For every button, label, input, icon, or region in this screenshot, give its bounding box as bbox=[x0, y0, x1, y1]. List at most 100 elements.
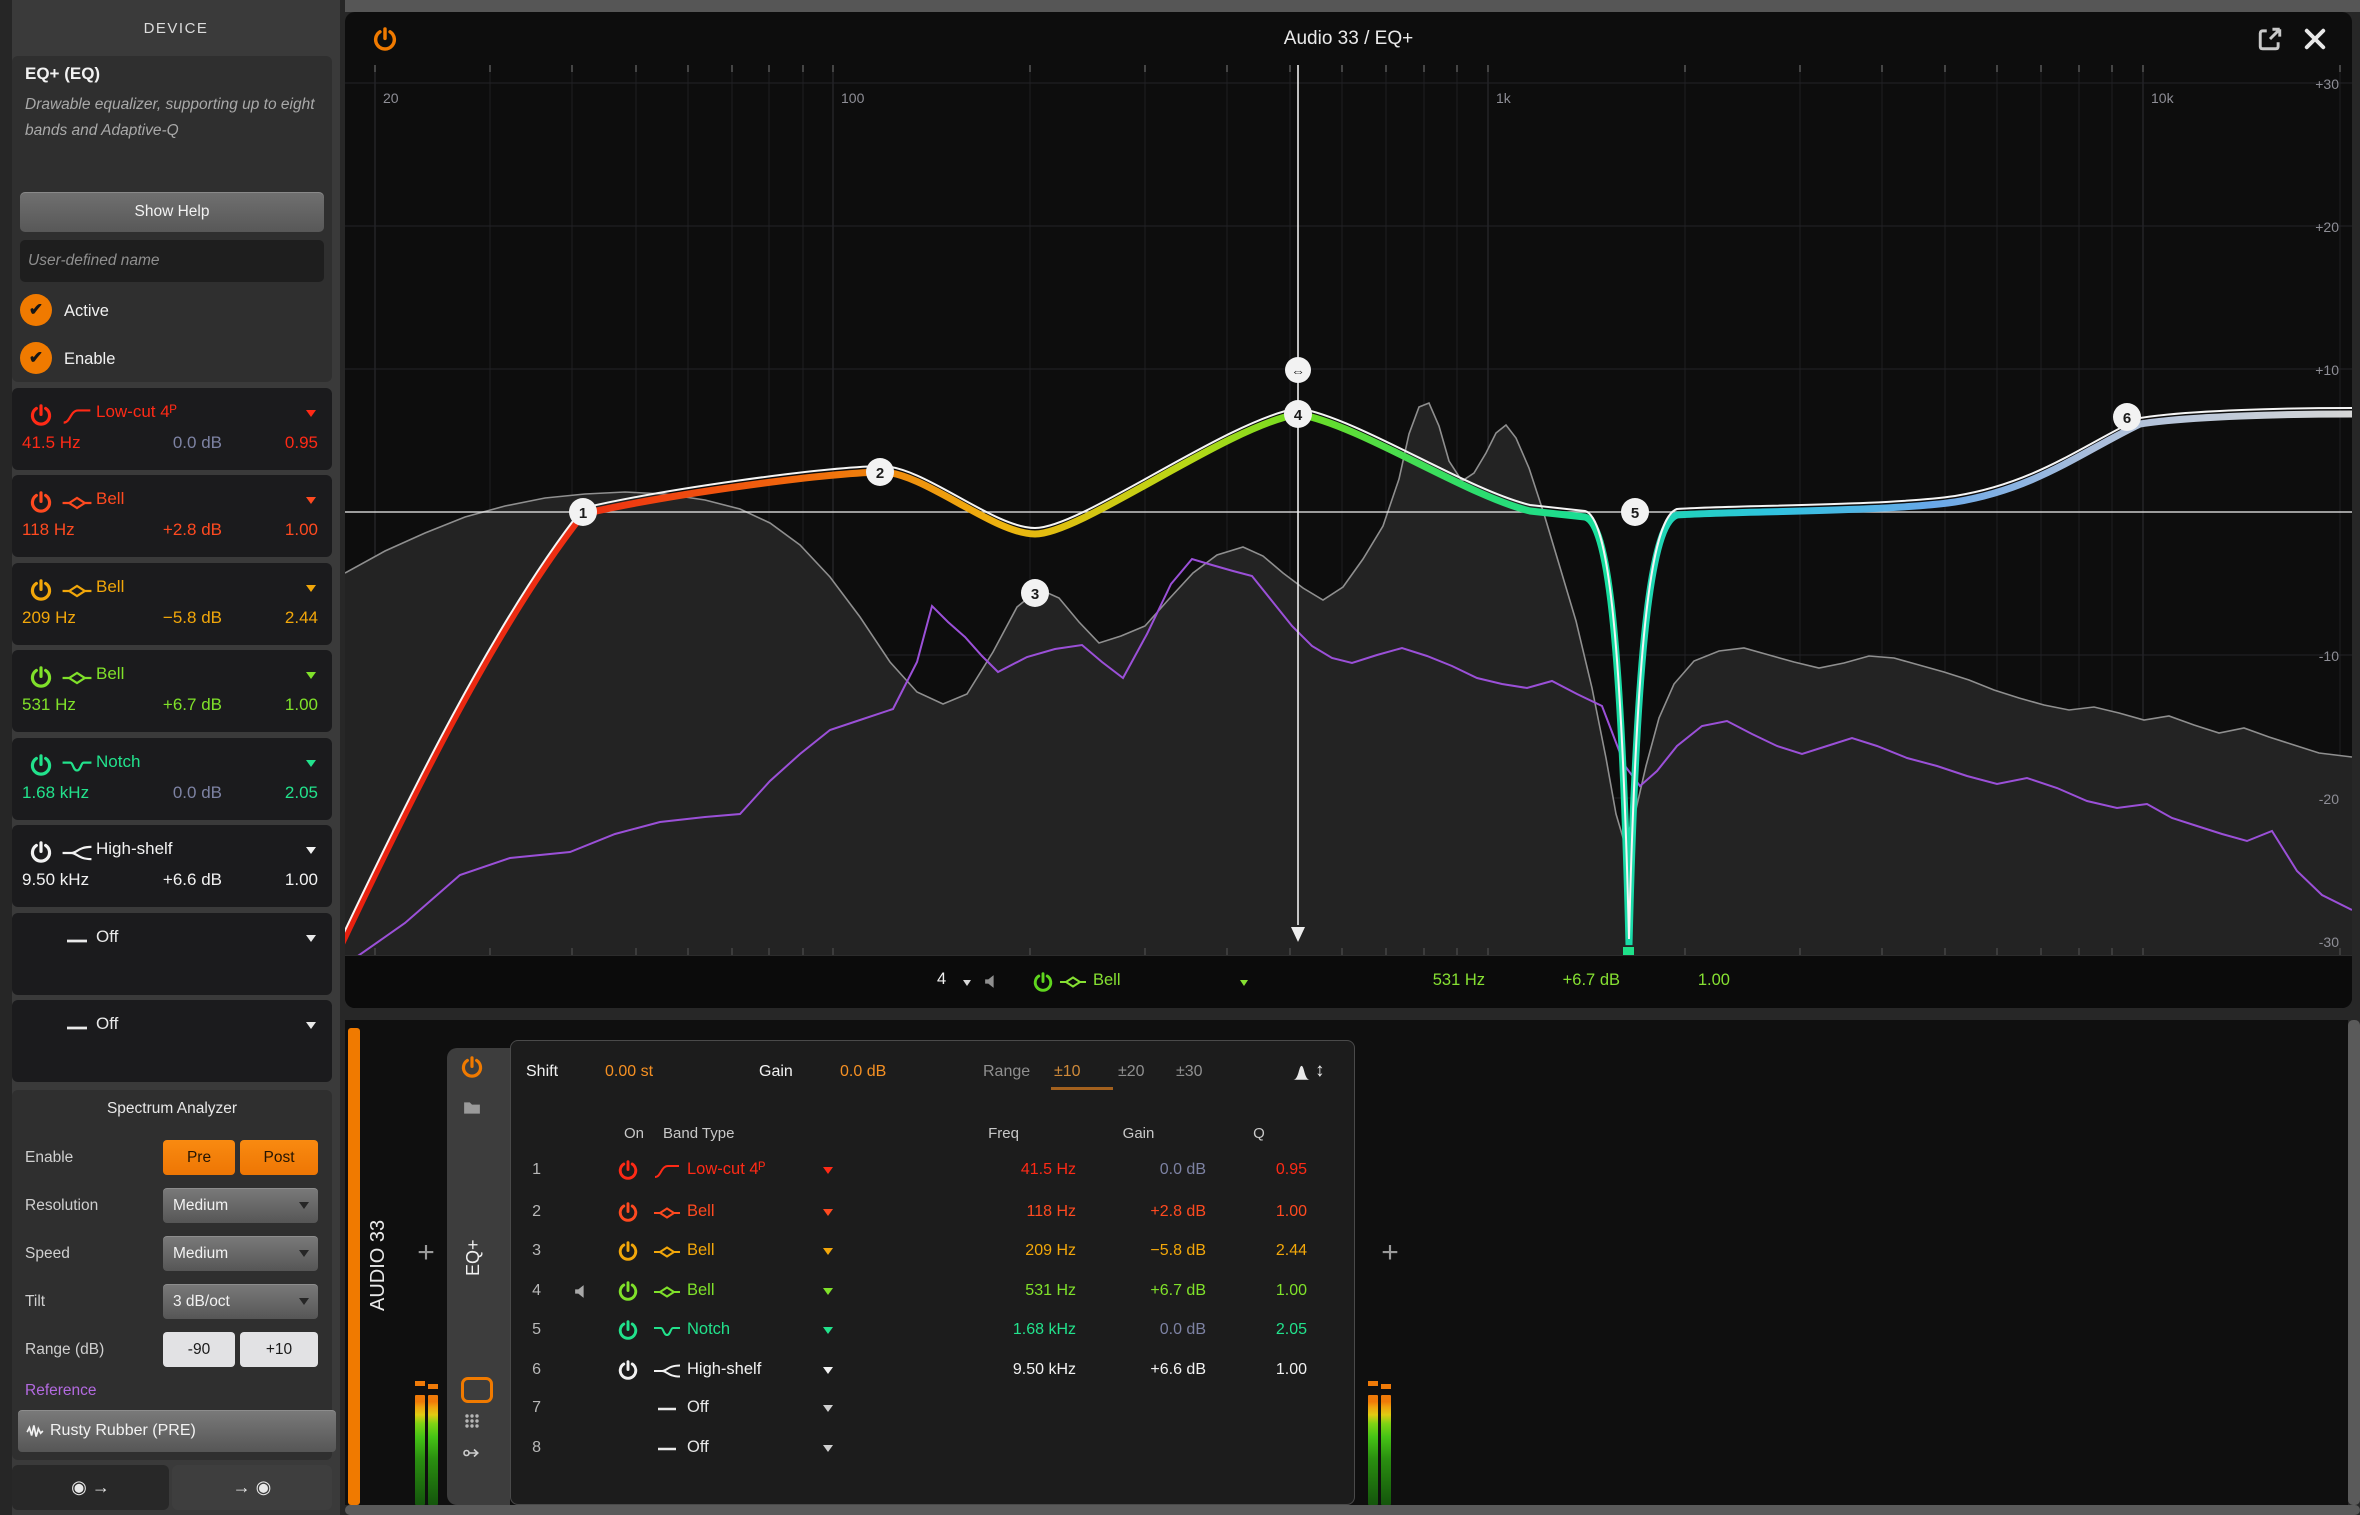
pop-out-icon[interactable] bbox=[2257, 26, 2283, 52]
audition-speaker-icon[interactable] bbox=[573, 1283, 590, 1300]
band-gain[interactable]: 0.0 dB bbox=[172, 783, 222, 802]
power-icon[interactable] bbox=[618, 1281, 638, 1301]
band-type[interactable]: Bell bbox=[687, 1202, 715, 1220]
eq-curve[interactable] bbox=[345, 410, 2352, 949]
band-freq[interactable]: 41.5 Hz bbox=[22, 433, 81, 452]
node-4[interactable]: 4 bbox=[1284, 400, 1312, 428]
range-30-option[interactable]: ±30 bbox=[1176, 1063, 1203, 1080]
freq-value[interactable]: 41.5 Hz bbox=[1020, 1161, 1076, 1178]
table-row-band-8[interactable]: 8 Off bbox=[511, 1432, 1354, 1466]
chevron-down-icon[interactable] bbox=[306, 672, 316, 679]
q-value[interactable]: 1.00 bbox=[1275, 1282, 1307, 1299]
chevron-down-icon[interactable] bbox=[823, 1248, 833, 1255]
power-icon[interactable] bbox=[30, 404, 52, 426]
gain-value[interactable]: 0.0 dB bbox=[840, 1063, 887, 1080]
gain-value[interactable]: −5.8 dB bbox=[1150, 1242, 1206, 1259]
chevron-down-icon[interactable] bbox=[306, 410, 316, 417]
power-icon[interactable] bbox=[30, 579, 52, 601]
power-icon[interactable] bbox=[618, 1202, 638, 1222]
band-type[interactable]: Notch bbox=[687, 1320, 731, 1338]
power-icon[interactable] bbox=[30, 666, 52, 688]
signal-routing-icon[interactable] bbox=[463, 1444, 481, 1462]
power-icon[interactable] bbox=[461, 1056, 483, 1078]
freq-value[interactable]: 9.50 kHz bbox=[1012, 1361, 1076, 1378]
chevron-down-icon[interactable] bbox=[823, 1405, 833, 1412]
chevron-down-icon[interactable] bbox=[306, 1022, 316, 1029]
speed-dropdown[interactable]: Medium bbox=[163, 1236, 318, 1271]
chevron-down-icon[interactable] bbox=[306, 497, 316, 504]
power-icon[interactable] bbox=[30, 841, 52, 863]
band-type[interactable]: Off bbox=[687, 1438, 709, 1456]
chevron-down-icon[interactable] bbox=[306, 935, 316, 942]
device-name-input[interactable] bbox=[20, 240, 324, 282]
reference-dropdown[interactable]: Rusty Rubber (PRE) bbox=[18, 1410, 336, 1452]
band-q[interactable]: 1.00 bbox=[284, 695, 318, 714]
chevron-down-icon[interactable] bbox=[306, 760, 316, 767]
vertical-scrollbar[interactable] bbox=[2348, 1020, 2360, 1505]
q-value[interactable]: 1.00 bbox=[1275, 1361, 1307, 1378]
enable-checkbox[interactable]: ✔ bbox=[20, 342, 52, 374]
chevron-down-icon[interactable] bbox=[823, 1209, 833, 1216]
chevron-down-icon[interactable] bbox=[963, 980, 971, 986]
audition-speaker-icon[interactable] bbox=[983, 973, 1000, 990]
table-row-band-7[interactable]: 7 Off bbox=[511, 1392, 1354, 1426]
chevron-down-icon[interactable] bbox=[823, 1167, 833, 1174]
table-row-band-6[interactable]: 6 High-shelf 9.50 kHz +6.6 dB 1.00 bbox=[511, 1354, 1354, 1388]
freq-value[interactable]: 209 Hz bbox=[1025, 1242, 1076, 1259]
band-card-7[interactable]: Off bbox=[12, 913, 332, 995]
track-name[interactable]: AUDIO 33 bbox=[367, 1219, 389, 1311]
band-q[interactable]: 1.00 bbox=[284, 520, 318, 539]
band-q[interactable]: 2.05 bbox=[284, 783, 318, 802]
freq-value[interactable]: 1.68 kHz bbox=[1012, 1321, 1076, 1338]
add-device-button-right[interactable]: + bbox=[1381, 1236, 1399, 1269]
node-5[interactable]: 5 bbox=[1621, 498, 1649, 526]
band-type[interactable]: Bell bbox=[687, 1241, 715, 1259]
q-drag-handle[interactable]: ⇔ bbox=[1285, 357, 1311, 383]
range-10-option[interactable]: ±10 bbox=[1054, 1063, 1081, 1080]
band-card-1[interactable]: Low-cut 4ᴾ 41.5 Hz 0.0 dB 0.95 bbox=[12, 388, 332, 470]
node-2[interactable]: 2 bbox=[866, 458, 894, 486]
gain-value[interactable]: 0.0 dB bbox=[1159, 1161, 1206, 1178]
power-icon[interactable] bbox=[30, 754, 52, 776]
band-freq[interactable]: 209 Hz bbox=[22, 608, 76, 627]
q-value[interactable]: 2.05 bbox=[1275, 1321, 1307, 1338]
band-card-2[interactable]: Bell 118 Hz +2.8 dB 1.00 bbox=[12, 475, 332, 557]
range-20-option[interactable]: ±20 bbox=[1118, 1063, 1145, 1080]
post-button[interactable]: Post bbox=[240, 1140, 318, 1175]
band-type[interactable]: High-shelf bbox=[687, 1360, 762, 1378]
band-freq[interactable]: 531 Hz bbox=[22, 695, 76, 714]
eq-graph[interactable]: 20 100 1k 10k +30 +20 +10 -10 -20 -30 1 … bbox=[345, 65, 2352, 955]
power-icon[interactable] bbox=[618, 1320, 638, 1340]
table-row-band-1[interactable]: 1 Low-cut 4ᴾ 41.5 Hz 0.0 dB 0.95 bbox=[511, 1154, 1354, 1188]
updown-arrows-icon[interactable]: ↕ bbox=[1315, 1060, 1325, 1081]
horizontal-scrollbar[interactable] bbox=[345, 1505, 2360, 1515]
selected-band-gain[interactable]: +6.7 dB bbox=[1562, 971, 1620, 989]
selected-band-number[interactable]: 4 bbox=[937, 970, 947, 988]
gain-value[interactable]: +6.7 dB bbox=[1150, 1282, 1206, 1299]
freq-value[interactable]: 118 Hz bbox=[1026, 1203, 1076, 1220]
selected-band-freq[interactable]: 531 Hz bbox=[1432, 971, 1485, 989]
q-value[interactable]: 2.44 bbox=[1275, 1242, 1307, 1259]
preset-folder-icon[interactable] bbox=[463, 1099, 481, 1117]
chevron-down-icon[interactable] bbox=[306, 585, 316, 592]
band-q[interactable]: 2.44 bbox=[284, 608, 318, 627]
shift-value[interactable]: 0.00 st bbox=[605, 1063, 654, 1080]
range-min-button[interactable]: -90 bbox=[163, 1332, 235, 1367]
gain-value[interactable]: 0.0 dB bbox=[1159, 1321, 1206, 1338]
band-card-3[interactable]: Bell 209 Hz −5.8 dB 2.44 bbox=[12, 563, 332, 645]
band-card-8[interactable]: Off bbox=[12, 1000, 332, 1082]
modulation-out-button[interactable]: ◉ → bbox=[12, 1465, 169, 1510]
node-1[interactable]: 1 bbox=[569, 498, 597, 526]
chevron-down-icon[interactable] bbox=[306, 847, 316, 854]
device-tab-label[interactable]: EQ+ bbox=[463, 1239, 483, 1277]
band-card-6[interactable]: High-shelf 9.50 kHz +6.6 dB 1.00 bbox=[12, 825, 332, 907]
band-gain[interactable]: 0.0 dB bbox=[172, 433, 222, 452]
node-3[interactable]: 3 bbox=[1021, 579, 1049, 607]
gain-value[interactable]: +6.6 dB bbox=[1150, 1361, 1206, 1378]
q-value[interactable]: 1.00 bbox=[1275, 1203, 1307, 1220]
device-header-strip[interactable]: EQ+ bbox=[447, 1048, 510, 1505]
band-q[interactable]: 1.00 bbox=[284, 870, 318, 889]
band-q[interactable]: 0.95 bbox=[284, 433, 318, 452]
active-checkbox[interactable]: ✔ bbox=[20, 294, 52, 326]
band-card-4[interactable]: Bell 531 Hz +6.7 dB 1.00 bbox=[12, 650, 332, 732]
